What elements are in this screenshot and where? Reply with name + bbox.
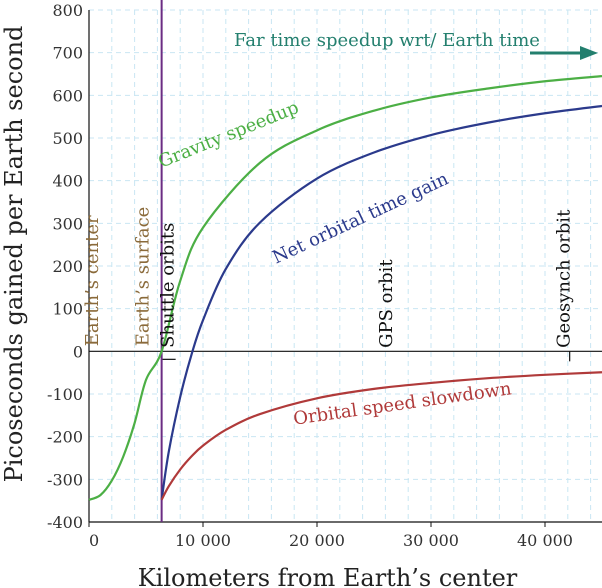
y-tick-label: 400: [52, 172, 83, 191]
x-tick-label: 10 000: [175, 531, 231, 550]
y-tick-label: -400: [47, 513, 83, 532]
far-time-speedup-label: Far time speedup wrt/ Earth time: [234, 30, 540, 51]
gravity-speedup-label: Gravity speedup: [155, 97, 301, 172]
y-tick-label: 200: [52, 257, 83, 276]
y-tick-label: -300: [47, 470, 83, 489]
y-tick-label: 0: [73, 342, 83, 361]
y-tick-label: 100: [52, 300, 83, 319]
earths-center-label: Earth’s center: [82, 215, 103, 346]
far-time-arrow-icon: [580, 46, 598, 60]
y-tick-label: 700: [52, 44, 83, 63]
orbital-slowdown-line: [160, 371, 602, 501]
gravity-speedup-line: [88, 75, 602, 501]
x-tick-label: 20 000: [289, 531, 345, 550]
y-tick-label: 300: [52, 214, 83, 233]
x-tick-label: 40 000: [517, 531, 573, 550]
series-group: [88, 0, 602, 522]
gps-orbit-label: GPS orbit: [376, 259, 397, 348]
y-tick-label: 800: [52, 1, 83, 20]
y-axis-title: Picoseconds gained per Earth second: [0, 26, 28, 483]
y-tick-label: 600: [52, 86, 83, 105]
x-tick-label: 0: [89, 531, 99, 550]
net-orbital-gain-line: [160, 104, 602, 500]
y-tick-label: 500: [52, 129, 83, 148]
earths-surface-label: Earth’s surface: [132, 207, 153, 347]
y-tick-label: -200: [47, 428, 83, 447]
geosynch-orbit-label: Geosynch orbit: [554, 209, 575, 348]
shuttle-orbits-label: Shuttle orbits: [157, 223, 178, 348]
x-axis-title: Kilometers from Earth’s center: [138, 564, 518, 588]
net-orbital-gain-label: Net orbital time gain: [269, 168, 452, 268]
x-tick-label: 30 000: [403, 531, 459, 550]
y-tick-label: -100: [47, 385, 83, 404]
